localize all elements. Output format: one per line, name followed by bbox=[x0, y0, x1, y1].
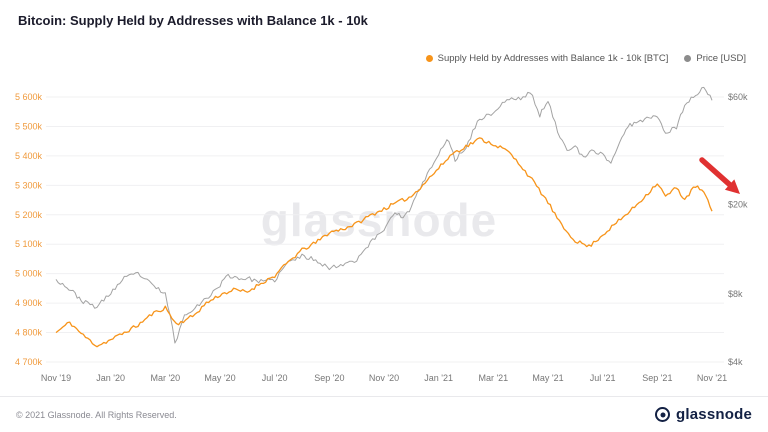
glassnode-logo-icon bbox=[655, 407, 670, 422]
svg-text:4 900k: 4 900k bbox=[15, 298, 43, 308]
svg-text:Jul '21: Jul '21 bbox=[590, 373, 616, 383]
svg-text:$20k: $20k bbox=[728, 200, 748, 210]
chart-legend: Supply Held by Addresses with Balance 1k… bbox=[425, 53, 746, 64]
svg-text:Nov '21: Nov '21 bbox=[697, 373, 727, 383]
glassnode-logo-text: glassnode bbox=[676, 406, 752, 423]
svg-text:$8k: $8k bbox=[728, 289, 743, 299]
svg-text:Sep '21: Sep '21 bbox=[642, 373, 672, 383]
svg-text:5 300k: 5 300k bbox=[15, 180, 43, 190]
svg-text:Jan '20: Jan '20 bbox=[96, 373, 125, 383]
svg-text:$4k: $4k bbox=[728, 357, 743, 367]
svg-text:$60k: $60k bbox=[728, 92, 748, 102]
svg-text:5 200k: 5 200k bbox=[15, 210, 43, 220]
supply-series-dot-icon bbox=[425, 55, 433, 62]
svg-text:5 400k: 5 400k bbox=[15, 151, 43, 161]
footer-bar: © 2021 Glassnode. All Rights Reserved. g… bbox=[0, 396, 768, 432]
svg-text:Mar '21: Mar '21 bbox=[478, 373, 508, 383]
svg-text:Mar '20: Mar '20 bbox=[150, 373, 180, 383]
svg-text:5 100k: 5 100k bbox=[15, 239, 43, 249]
svg-text:5 500k: 5 500k bbox=[15, 121, 43, 131]
copyright-text: © 2021 Glassnode. All Rights Reserved. bbox=[16, 409, 177, 420]
chart-canvas[interactable]: 5 600k 5 500k 5 400k 5 300k 5 200k 5 100k 5 00… bbox=[0, 0, 768, 396]
legend-item-supply[interactable]: Supply Held by Addresses with Balance 1k… bbox=[425, 53, 669, 64]
page-title: Bitcoin: Supply Held by Addresses with B… bbox=[18, 13, 368, 28]
svg-text:Jul '20: Jul '20 bbox=[262, 373, 288, 383]
svg-text:May '21: May '21 bbox=[532, 373, 563, 383]
svg-text:Nov '19: Nov '19 bbox=[41, 373, 71, 383]
svg-text:5 600k: 5 600k bbox=[15, 92, 43, 102]
svg-text:Sep '20: Sep '20 bbox=[314, 373, 344, 383]
legend-item-price[interactable]: Price [USD] bbox=[684, 53, 746, 64]
svg-text:5 000k: 5 000k bbox=[15, 269, 43, 279]
legend-label-supply: Supply Held by Addresses with Balance 1k… bbox=[437, 53, 669, 64]
legend-label-price: Price [USD] bbox=[696, 53, 746, 64]
svg-text:4 700k: 4 700k bbox=[15, 357, 43, 367]
glassnode-watermark: glassnode bbox=[260, 194, 498, 246]
svg-text:4 800k: 4 800k bbox=[15, 328, 43, 338]
glassnode-logo[interactable]: glassnode bbox=[655, 406, 752, 423]
red-arrow-annotation bbox=[699, 157, 733, 188]
svg-text:Nov '20: Nov '20 bbox=[369, 373, 399, 383]
svg-text:May '20: May '20 bbox=[204, 373, 235, 383]
svg-text:Jan '21: Jan '21 bbox=[424, 373, 453, 383]
price-series-dot-icon bbox=[684, 55, 692, 62]
